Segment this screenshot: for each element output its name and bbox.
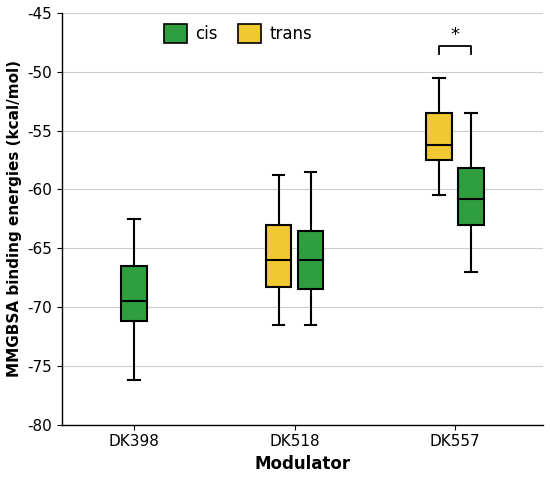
- X-axis label: Modulator: Modulator: [255, 455, 351, 473]
- Bar: [298, 230, 323, 289]
- Bar: [426, 113, 452, 160]
- Bar: [458, 168, 484, 225]
- Bar: [266, 225, 292, 287]
- Legend: cis, trans: cis, trans: [157, 17, 319, 50]
- Text: *: *: [450, 26, 459, 44]
- Bar: [122, 266, 147, 321]
- Y-axis label: MMGBSA binding energies (kcal/mol): MMGBSA binding energies (kcal/mol): [7, 60, 22, 377]
